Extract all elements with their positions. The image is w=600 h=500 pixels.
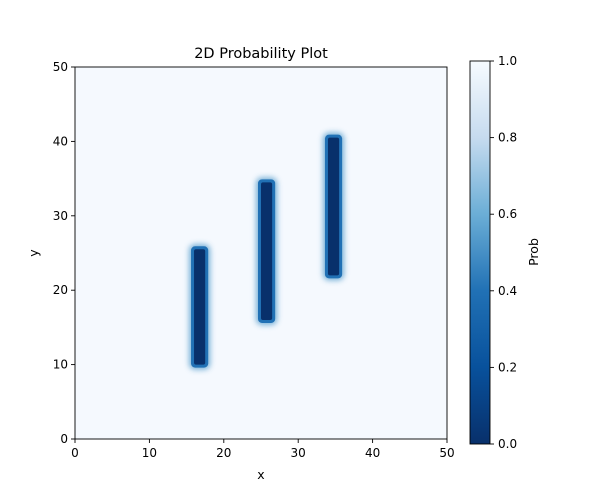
colorbar-tick-label: 0.0	[498, 437, 517, 451]
x-tick-label: 50	[439, 446, 454, 460]
y-tick-label: 30	[53, 209, 68, 223]
colorbar: 0.0 0.2 0.4 0.6 0.8 1.0 Prob	[469, 54, 541, 451]
plot-area	[74, 66, 448, 440]
x-tick-label: 40	[365, 446, 380, 460]
y-tick-label: 40	[53, 134, 68, 148]
y-tick-label: 20	[53, 283, 68, 297]
y-axis-label: y	[26, 249, 41, 257]
colorbar-gradient	[469, 60, 491, 445]
heatmap-region	[194, 249, 206, 365]
x-tick-label: 20	[216, 446, 231, 460]
x-axis-label: x	[257, 467, 264, 482]
chart-title: 2D Probability Plot	[194, 46, 328, 62]
colorbar-tick-label: 0.4	[498, 284, 517, 298]
y-tick-label: 50	[53, 60, 68, 74]
y-tick-label: 0	[60, 432, 68, 446]
y-tick-label: 10	[53, 358, 68, 372]
colorbar-tick-label: 0.8	[498, 131, 517, 145]
colorbar-tick-label: 1.0	[498, 54, 517, 68]
heatmap-region	[261, 182, 273, 320]
heatmap-region	[327, 137, 340, 276]
x-axis: 0 10 20 30 40 50	[71, 439, 455, 460]
x-tick-label: 10	[142, 446, 157, 460]
colorbar-tick-label: 0.2	[498, 360, 517, 374]
colorbar-tick-label: 0.6	[498, 207, 517, 221]
plot-frame	[74, 66, 448, 440]
colorbar-label: Prob	[526, 238, 541, 266]
y-axis: 0 10 20 30 40 50	[53, 60, 75, 446]
x-tick-label: 30	[291, 446, 306, 460]
x-tick-label: 0	[71, 446, 79, 460]
